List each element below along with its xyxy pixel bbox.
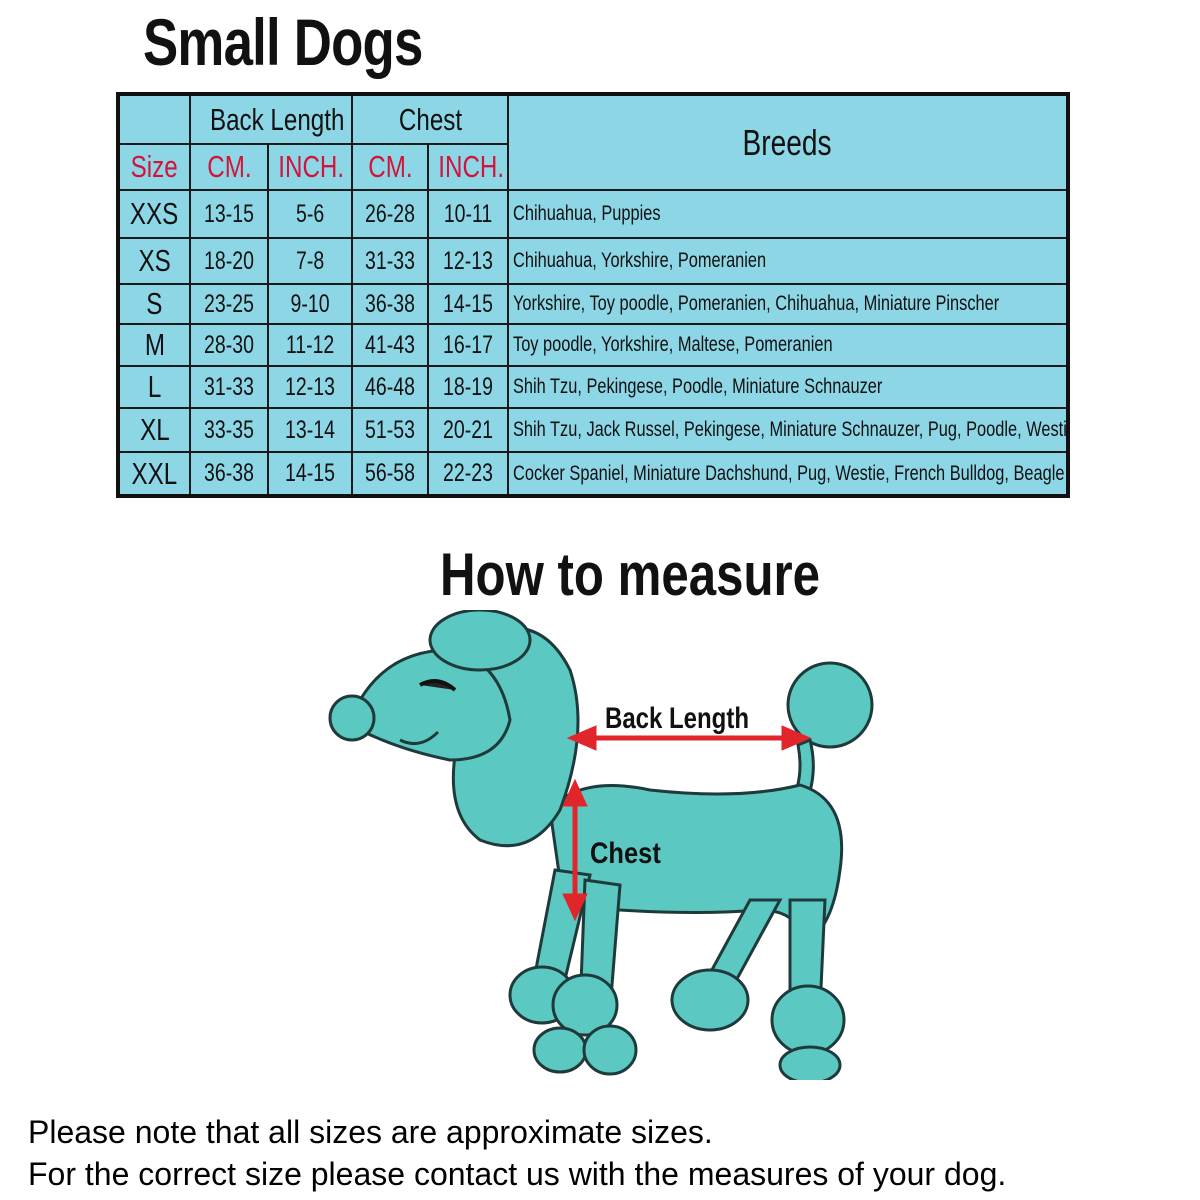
chest-inch-cell: 12-13 (427, 237, 510, 285)
tail-pom (786, 661, 874, 749)
table-row: M 28-30 11-12 41-43 16-17 Toy poodle, Yorkshi… (117, 323, 1069, 367)
dog-nose (328, 694, 376, 742)
back-inch-cell: 14-15 (266, 451, 354, 497)
chest-cm-cell: 31-33 (351, 237, 430, 285)
chest-inch-cell: 16-17 (427, 323, 510, 367)
note-approximate: Please note that all sizes are approxima… (28, 1114, 713, 1150)
table-row: L 31-33 12-13 46-48 18-19 Shih Tzu, Pekingese… (117, 365, 1069, 409)
chest-cm-cell: 46-48 (351, 365, 430, 409)
size-cell: XL (117, 407, 191, 453)
breeds-cell: Cocker Spaniel, Miniature Dachshund, Pug… (507, 451, 1069, 497)
back-cm-cell: 31-33 (189, 365, 269, 409)
back-cm-header: CM. (189, 143, 269, 191)
back-inch-cell: 13-14 (266, 407, 354, 453)
breeds-cell: Shih Tzu, Jack Russel, Pekingese, Miniat… (507, 407, 1069, 453)
back-cm-cell: 36-38 (189, 451, 269, 497)
empty-header-cell (117, 93, 191, 145)
chest-inch-header: INCH. (427, 143, 510, 191)
dog-body (548, 783, 844, 932)
back-inch-header: INCH. (266, 143, 354, 191)
dog-head (358, 648, 512, 762)
note-contact: For the correct size please contact us w… (28, 1156, 1007, 1192)
back-inch-cell: 7-8 (266, 237, 354, 285)
size-cell: XXS (117, 189, 191, 239)
size-cell: S (117, 283, 191, 325)
chest-inch-cell: 18-19 (427, 365, 510, 409)
back-inch-cell: 12-13 (266, 365, 354, 409)
chest-cm-cell: 51-53 (351, 407, 430, 453)
chest-header: Chest (351, 93, 510, 145)
back-inch-cell: 9-10 (266, 283, 354, 325)
size-header: Size (117, 143, 191, 191)
breeds-cell: Chihuahua, Yorkshire, Pomeranien (507, 237, 1069, 285)
chest-inch-cell: 22-23 (427, 451, 510, 497)
table-row: XXL 36-38 14-15 56-58 22-23 Cocker Spaniel, M… (117, 451, 1069, 497)
size-chart-table: Back Length Chest Breeds Size CM. INCH. … (116, 92, 1070, 498)
page-title: Small Dogs (143, 5, 423, 79)
back-cm-cell: 18-20 (189, 237, 269, 285)
size-cell: XS (117, 237, 191, 285)
breeds-cell: Chihuahua, Puppies (507, 189, 1069, 239)
chest-cm-cell: 56-58 (351, 451, 430, 497)
size-cell: XXL (117, 451, 191, 497)
how-to-measure-title: How to measure (440, 541, 821, 608)
chest-cm-cell: 26-28 (351, 189, 430, 239)
back-cm-cell: 28-30 (189, 323, 269, 367)
table-row: S 23-25 9-10 36-38 14-15 Yorkshire, Toy poodl… (117, 283, 1069, 325)
back-length-label: Back Length (605, 700, 749, 734)
breeds-header: Breeds (507, 93, 1069, 191)
chest-label: Chest (590, 836, 661, 869)
breeds-cell: Toy poodle, Yorkshire, Maltese, Pomerani… (507, 323, 1069, 367)
size-cell: L (117, 365, 191, 409)
back-inch-cell: 11-12 (266, 323, 354, 367)
chest-inch-cell: 20-21 (427, 407, 510, 453)
back-cm-cell: 33-35 (189, 407, 269, 453)
table-row: XS 18-20 7-8 31-33 12-13 Chihuahua, Yorkshire… (117, 237, 1069, 285)
back-cm-cell: 23-25 (189, 283, 269, 325)
back-cm-cell: 13-15 (189, 189, 269, 239)
back-length-header: Back Length (188, 93, 354, 145)
chest-cm-header: CM. (351, 143, 430, 191)
breeds-cell: Yorkshire, Toy poodle, Pomeranien, Chihu… (507, 283, 1069, 325)
table-row: XXS 13-15 5-6 26-28 10-11 Chihuahua, Puppies (117, 189, 1069, 239)
back-inch-cell: 5-6 (266, 189, 354, 239)
breeds-cell: Shih Tzu, Pekingese, Poodle, Miniature S… (507, 365, 1069, 409)
chest-cm-cell: 41-43 (351, 323, 430, 367)
chest-inch-cell: 10-11 (427, 189, 510, 239)
size-cell: M (117, 323, 191, 367)
chest-inch-cell: 14-15 (427, 283, 510, 325)
chest-cm-cell: 36-38 (351, 283, 430, 325)
table-row: XL 33-35 13-14 51-53 20-21 Shih Tzu, Jack Rus… (117, 407, 1069, 453)
poodle-illustration: Back Length Chest (328, 610, 874, 1080)
